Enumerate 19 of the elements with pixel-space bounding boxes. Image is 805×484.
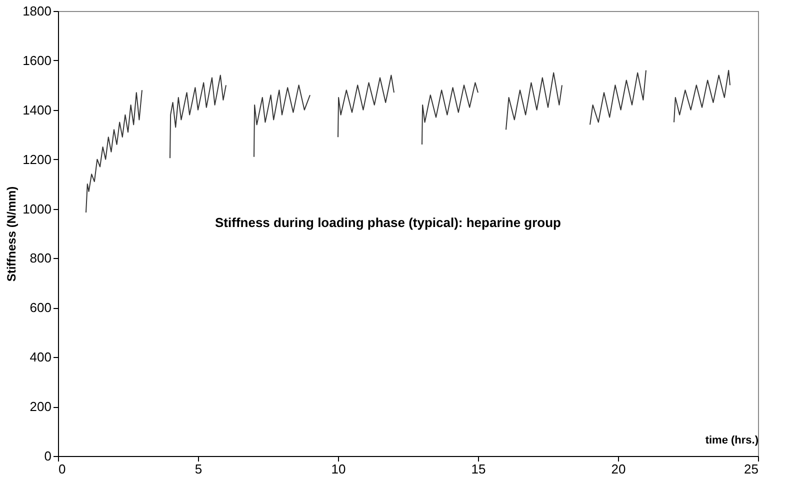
x-tick-label: 5 bbox=[194, 462, 202, 476]
x-axis-title: time (hrs.) bbox=[705, 434, 759, 446]
x-tick-label: 15 bbox=[471, 462, 486, 476]
x-tick-label: 25 bbox=[744, 462, 758, 476]
y-tick-label: 600 bbox=[30, 300, 52, 316]
y-tick-label: 1400 bbox=[22, 102, 52, 118]
y-tick-label: 0 bbox=[44, 448, 52, 464]
y-tick-label: 400 bbox=[30, 350, 52, 365]
x-tick-label: 10 bbox=[331, 462, 346, 476]
y-tick-label: 1000 bbox=[22, 201, 52, 216]
x-tick-label: 0 bbox=[58, 462, 66, 476]
y-axis-title: Stiffness (N/mm) bbox=[4, 186, 19, 282]
y-tick-label: 800 bbox=[30, 250, 52, 266]
y-tick-label: 1600 bbox=[22, 52, 52, 68]
x-tick-label: 20 bbox=[611, 462, 626, 476]
y-tick-label: 200 bbox=[30, 399, 52, 414]
y-tick-label: 1200 bbox=[22, 152, 52, 167]
y-tick-label: 1800 bbox=[22, 4, 52, 18]
annotation: Stiffness during loading phase (typical): heparine group bbox=[215, 215, 562, 230]
